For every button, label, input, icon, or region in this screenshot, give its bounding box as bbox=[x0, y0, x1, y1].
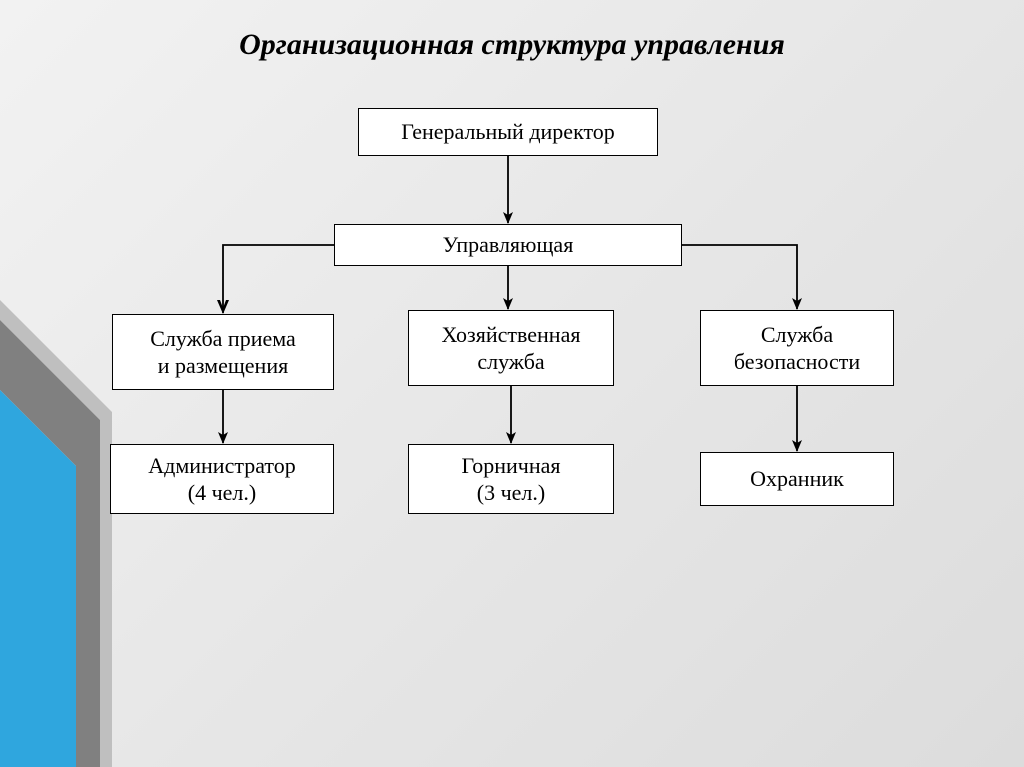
slide-title: Организационная структура управления bbox=[0, 28, 1024, 62]
node-guard: Охранник bbox=[700, 452, 894, 506]
decor-gray bbox=[0, 320, 100, 767]
node-label: Служба приемаи размещения bbox=[150, 325, 296, 380]
node-administrator: Администратор(4 чел.) bbox=[110, 444, 334, 514]
node-label: Генеральный директор bbox=[401, 118, 615, 146]
node-general-director: Генеральный директор bbox=[358, 108, 658, 156]
node-label: Администратор(4 чел.) bbox=[148, 452, 296, 507]
node-label: Управляющая bbox=[443, 231, 574, 259]
node-reception-service: Служба приемаи размещения bbox=[112, 314, 334, 390]
node-label: Охранник bbox=[750, 465, 844, 493]
decor-blue bbox=[0, 390, 76, 767]
node-label: Хозяйственнаяслужба bbox=[442, 321, 581, 376]
edge bbox=[223, 245, 334, 313]
edge bbox=[682, 245, 797, 309]
node-housekeeping: Хозяйственнаяслужба bbox=[408, 310, 614, 386]
node-manager: Управляющая bbox=[334, 224, 682, 266]
decor-shadow bbox=[0, 300, 112, 767]
node-security-service: Службабезопасности bbox=[700, 310, 894, 386]
node-label: Горничная(3 чел.) bbox=[461, 452, 560, 507]
slide: Организационная структура управления Ген… bbox=[0, 0, 1024, 767]
node-label: Службабезопасности bbox=[734, 321, 860, 376]
node-maid: Горничная(3 чел.) bbox=[408, 444, 614, 514]
